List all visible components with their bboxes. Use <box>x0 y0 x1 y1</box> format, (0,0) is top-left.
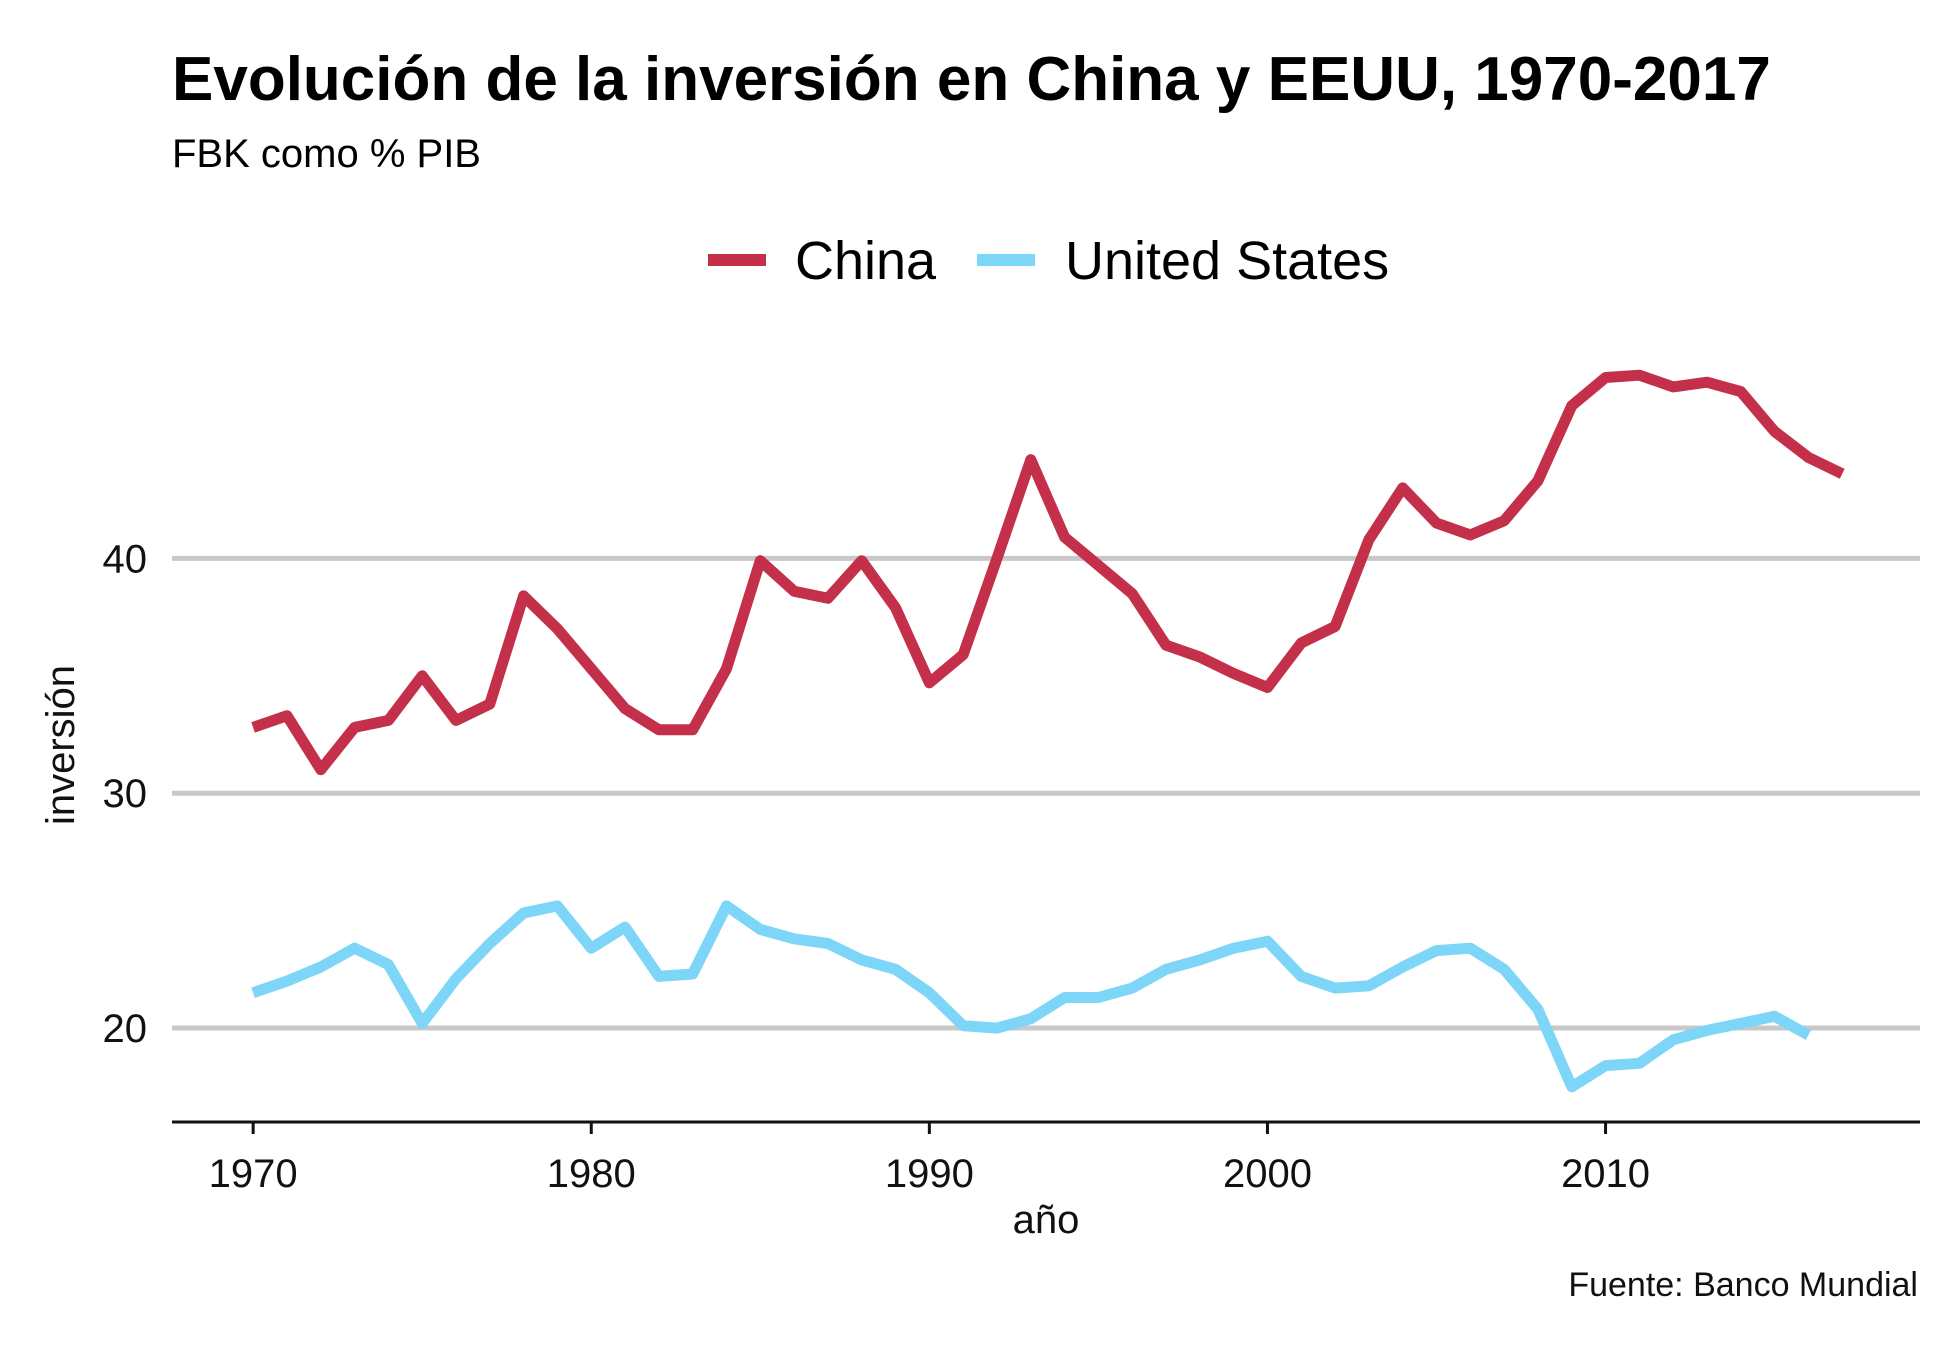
x-tick-label: 1980 <box>547 1152 636 1196</box>
x-tick-label: 1990 <box>885 1152 974 1196</box>
x-tick-label: 2000 <box>1223 1152 1312 1196</box>
series-line-united-states <box>251 900 1812 1093</box>
legend-label: United States <box>1065 231 1389 291</box>
chart-title: Evolución de la inversión en China y EEU… <box>172 45 1771 114</box>
x-tick-label: 1970 <box>209 1152 298 1196</box>
x-axis-ticks: 1970 1980 1990 2000 2010 <box>209 1122 1650 1196</box>
series-layer <box>251 369 1845 1093</box>
legend-label: China <box>795 231 937 291</box>
y-axis-title: inversión <box>39 665 83 825</box>
gridlines <box>172 555 1920 1031</box>
x-axis-title: año <box>1013 1198 1080 1242</box>
chart-subtitle: FBK como % PIB <box>172 132 481 176</box>
legend: China United States <box>708 231 1389 291</box>
source-caption: Fuente: Banco Mundial <box>1568 1266 1918 1304</box>
y-axis-ticks: 20 30 40 <box>103 537 148 1051</box>
series-line-china <box>251 369 1845 776</box>
x-tick-label: 2010 <box>1561 1152 1650 1196</box>
y-tick-label: 40 <box>103 537 148 581</box>
y-tick-label: 20 <box>103 1007 148 1051</box>
y-tick-label: 30 <box>103 772 148 816</box>
